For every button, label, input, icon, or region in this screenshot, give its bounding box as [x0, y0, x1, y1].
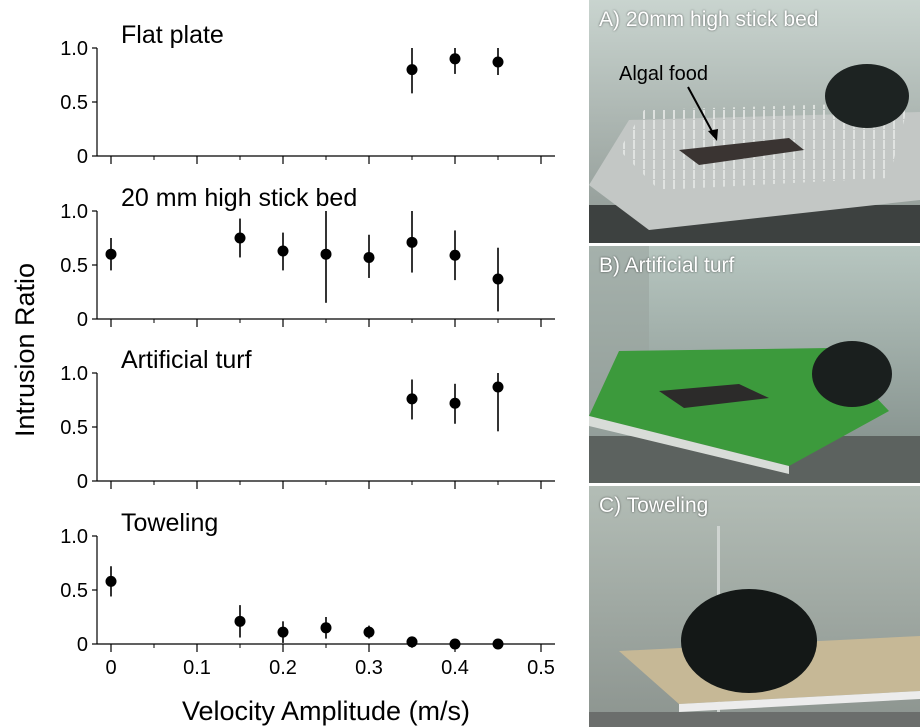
- photo-label-c: C) Toweling: [599, 494, 709, 517]
- data-point: [406, 236, 418, 248]
- y-tick-label: 1.0: [60, 363, 88, 385]
- photo-label-b: B) Artificial turf: [599, 254, 735, 277]
- y-tick-label: 0: [77, 309, 88, 331]
- y-tick-label: 0.5: [60, 92, 88, 114]
- data-point: [105, 575, 117, 587]
- annotation-arrow: [687, 86, 718, 141]
- toweling-photo: [589, 486, 920, 727]
- data-point: [320, 622, 332, 634]
- data-point: [449, 53, 461, 65]
- data-point: [449, 249, 461, 261]
- stick-bed-photo: [589, 0, 920, 243]
- data-point: [277, 626, 289, 638]
- data-point: [320, 248, 332, 260]
- panel-title: Flat plate: [121, 21, 224, 49]
- y-tick-label: 0: [77, 634, 88, 656]
- data-point: [449, 397, 461, 409]
- artificial-turf-photo: [589, 246, 920, 483]
- data-point: [406, 393, 418, 405]
- data-point: [363, 251, 375, 263]
- data-point: [105, 248, 117, 260]
- x-tick-label: 0.3: [355, 657, 383, 679]
- x-tick-label: 0.5: [527, 657, 555, 679]
- photo-panel-b: B) Artificial turf: [589, 246, 920, 483]
- data-point: [363, 626, 375, 638]
- x-axis-title: Velocity Amplitude (m/s): [182, 696, 470, 726]
- y-tick-label: 0: [77, 471, 88, 493]
- data-point: [406, 64, 418, 76]
- y-tick-label: 1.0: [60, 201, 88, 223]
- data-point: [406, 636, 418, 648]
- panel-title: Artificial turf: [121, 346, 252, 374]
- x-tick-label: 0.4: [441, 657, 469, 679]
- y-tick-label: 0.5: [60, 255, 88, 277]
- data-point: [492, 381, 504, 393]
- y-axis-title: Intrusion Ratio: [10, 263, 40, 437]
- y-tick-label: 1.0: [60, 38, 88, 60]
- data-point: [492, 56, 504, 68]
- data-point: [277, 245, 289, 257]
- data-point: [492, 638, 504, 650]
- panel-title: 20 mm high stick bed: [121, 184, 357, 212]
- chart-area: 0 0.5 1.0 Flat plate 0 0.5 1.0 20 mm high stick…: [10, 21, 555, 726]
- algal-food-annotation: Algal food: [619, 63, 708, 85]
- data-point: [492, 273, 504, 285]
- photo-label-a: A) 20mm high stick bed: [599, 8, 819, 31]
- photo-panel-c: C) Toweling: [589, 486, 920, 727]
- data-point: [449, 638, 461, 650]
- y-tick-label: 1.0: [60, 526, 88, 548]
- x-tick-label: 0.2: [269, 657, 297, 679]
- y-tick-label: 0: [77, 146, 88, 168]
- data-point: [234, 232, 246, 244]
- panel-title: Toweling: [121, 509, 218, 537]
- x-tick-label: 0: [105, 657, 116, 679]
- y-tick-label: 0.5: [60, 580, 88, 602]
- data-point: [234, 615, 246, 627]
- photo-panel-a: A) 20mm high stick bed Algal food: [589, 0, 920, 243]
- y-tick-label: 0.5: [60, 417, 88, 439]
- x-tick-label: 0.1: [183, 657, 211, 679]
